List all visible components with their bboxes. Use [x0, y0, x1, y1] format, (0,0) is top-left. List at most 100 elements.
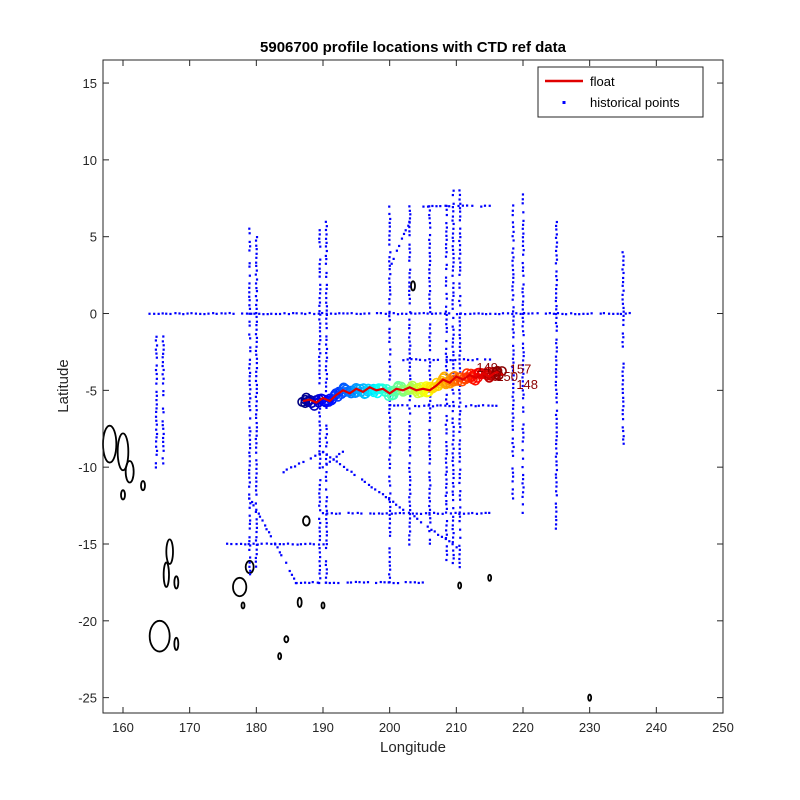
historical-point [409, 581, 412, 584]
historical-point [248, 493, 251, 496]
historical-point [451, 536, 455, 539]
historical-point [254, 489, 258, 492]
historical-point [621, 345, 624, 348]
y-tick-label: -20 [78, 614, 97, 629]
historical-point [449, 512, 453, 515]
historical-point [612, 312, 615, 315]
historical-point [421, 581, 424, 584]
historical-point [286, 542, 290, 545]
historical-point [506, 312, 510, 315]
coastline-island [302, 515, 311, 527]
historical-point [248, 476, 251, 479]
historical-point [622, 271, 625, 275]
historical-point [511, 298, 514, 301]
historical-point [248, 434, 251, 437]
historical-point [459, 342, 462, 345]
historical-point [255, 442, 258, 445]
historical-point [521, 269, 525, 272]
historical-point [408, 483, 412, 487]
historical-point [477, 312, 480, 315]
historical-point [162, 348, 165, 351]
historical-point [325, 406, 328, 409]
historical-point [255, 467, 258, 470]
historical-point [621, 332, 624, 335]
x-tick-label: 200 [379, 720, 401, 735]
historical-point [555, 254, 558, 257]
historical-point [452, 240, 455, 243]
historical-point [325, 309, 328, 312]
historical-point [248, 514, 251, 517]
historical-point [249, 350, 252, 353]
historical-point [255, 451, 258, 454]
historical-point [318, 355, 321, 358]
historical-point [511, 268, 515, 272]
y-axis-ticks: 15 10 5 0 -5 -10 -15 -20 -25 [78, 76, 723, 706]
historical-point [255, 299, 258, 302]
historical-point [212, 312, 215, 315]
historical-point [578, 313, 581, 316]
chart-title: 5906700 profile locations with CTD ref d… [260, 39, 567, 56]
historical-point [318, 504, 321, 507]
coastline-island [120, 489, 126, 501]
historical-point [621, 284, 624, 287]
historical-point [388, 315, 391, 318]
historical-point [155, 356, 158, 359]
historical-point [555, 481, 558, 484]
historical-point [349, 581, 353, 584]
historical-point [445, 238, 448, 241]
historical-point [276, 546, 279, 549]
historical-point [429, 484, 432, 487]
historical-point [521, 244, 525, 247]
historical-point [346, 468, 349, 471]
historical-point [309, 457, 312, 460]
historical-point [255, 383, 258, 387]
historical-point [324, 457, 328, 461]
historical-point [383, 581, 386, 584]
historical-point [248, 438, 252, 441]
historical-point [408, 407, 411, 410]
historical-point [318, 382, 321, 385]
historical-point [428, 479, 431, 482]
historical-point [428, 306, 432, 309]
historical-point [408, 420, 411, 424]
coastline-island [410, 280, 416, 292]
historical-point [248, 472, 251, 475]
historical-point [445, 553, 449, 556]
historical-point [555, 342, 558, 345]
historical-point [392, 581, 395, 585]
historical-point [255, 375, 258, 378]
historical-point [261, 519, 264, 522]
historical-point [396, 313, 400, 316]
historical-point [512, 315, 515, 318]
historical-point [161, 364, 164, 368]
historical-point [555, 241, 559, 244]
historical-point [458, 282, 461, 285]
historical-point [445, 358, 448, 361]
historical-point [148, 312, 151, 315]
historical-point [445, 499, 448, 503]
historical-point [319, 313, 322, 316]
historical-point [318, 444, 322, 448]
historical-point [521, 261, 524, 265]
historical-point [388, 458, 391, 461]
historical-point [428, 242, 432, 245]
historical-point [325, 347, 329, 351]
historical-point [408, 332, 412, 335]
historical-point [388, 285, 392, 289]
historical-point [325, 572, 328, 575]
historical-point [457, 204, 460, 208]
profile-circle [492, 365, 503, 376]
historical-point [390, 512, 393, 515]
historical-point [511, 420, 514, 423]
y-tick-label: 5 [90, 230, 97, 245]
historical-point [409, 454, 412, 457]
historical-point [512, 225, 515, 229]
historical-point [254, 565, 258, 568]
historical-point [458, 460, 461, 463]
historical-point [452, 498, 455, 502]
historical-point [451, 409, 454, 413]
historical-point [428, 280, 431, 283]
historical-point [249, 397, 252, 400]
historical-point [260, 542, 263, 545]
